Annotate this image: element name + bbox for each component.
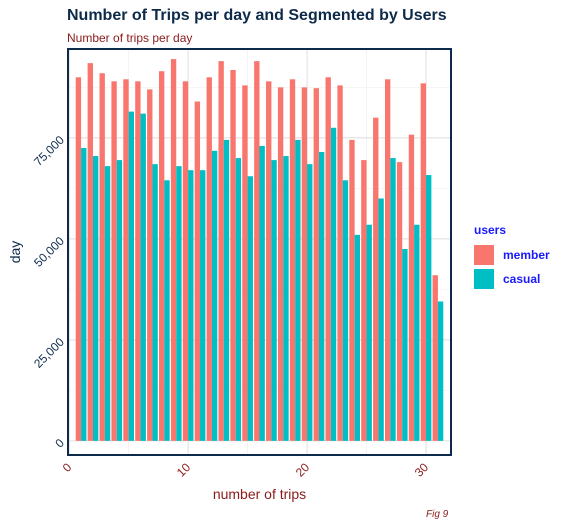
y-tick-label: 25,000 [31,335,67,371]
legend-key-member [474,245,494,265]
bar-casual [271,160,276,441]
bar-casual [438,301,443,440]
bar-casual [295,140,300,441]
bar-member [218,61,223,441]
bar-casual [283,156,288,441]
legend-label-member: member [503,248,550,262]
bar-casual [426,175,431,441]
bar-casual [200,170,205,441]
bar-casual [390,158,395,441]
bar-member [361,160,366,441]
bar-casual [236,158,241,441]
bar-casual [164,180,169,441]
bar-member [183,81,188,441]
legend-label-casual: casual [503,272,540,286]
bar-member [385,79,390,441]
bar-casual [402,249,407,441]
bar-casual [129,112,134,441]
bar-member [314,88,319,441]
bar-member [302,87,307,440]
bar-casual [414,225,419,441]
bar-member [159,71,164,441]
bar-member [266,81,271,441]
bar-casual [319,152,324,441]
bar-casual [343,180,348,441]
bar-casual [176,166,181,441]
bar-member [242,85,247,441]
bar-member [373,118,378,441]
bar-casual [307,164,312,441]
y-tick-label: 75,000 [31,133,67,169]
bar-casual [378,198,383,440]
bar-member [278,87,283,440]
bar-member [397,162,402,441]
x-tick-label: 30 [412,460,432,480]
bar-casual [117,160,122,441]
bar-member [409,135,414,441]
bar-member [111,81,116,441]
y-tick-label: 50,000 [31,234,67,270]
bar-member [349,140,354,441]
bar-casual [105,166,110,441]
x-tick-label: 10 [174,460,194,480]
bar-member [135,81,140,441]
bar-casual [248,176,253,441]
bar-member [254,61,259,441]
bar-member [147,89,152,440]
y-axis-title: day [7,241,23,264]
bar-member [123,79,128,441]
bar-member [290,79,295,441]
bar-casual [188,170,193,441]
x-axis-title: number of trips [213,486,306,502]
bar-casual [212,151,217,441]
bar-member [326,77,331,441]
bar-member [337,85,342,441]
bar-member [88,63,93,441]
bar-member [433,275,438,441]
legend-title: users [474,223,550,237]
bar-member [195,102,200,441]
bar-casual [152,164,157,441]
legend-item-member: member [474,243,550,267]
bar-member [76,77,81,441]
bar-member [207,77,212,441]
bar-casual [93,156,98,441]
y-tick-label: 0 [52,436,67,451]
bar-casual [224,140,229,441]
figure-caption: Fig 9 [426,509,448,520]
bar-member [230,70,235,441]
bar-casual [355,235,360,441]
bar-casual [260,146,265,441]
bar-casual [141,114,146,441]
x-tick-label: 0 [60,460,75,475]
bar-casual [331,128,336,441]
legend-item-casual: casual [474,267,550,291]
x-tick-label: 20 [293,460,313,480]
legend: users member casual [474,223,550,291]
bar-casual [367,225,372,441]
bar-member [421,83,426,441]
legend-key-casual [474,269,494,289]
bar-member [100,73,105,441]
bar-casual [81,148,86,441]
bar-member [171,59,176,441]
